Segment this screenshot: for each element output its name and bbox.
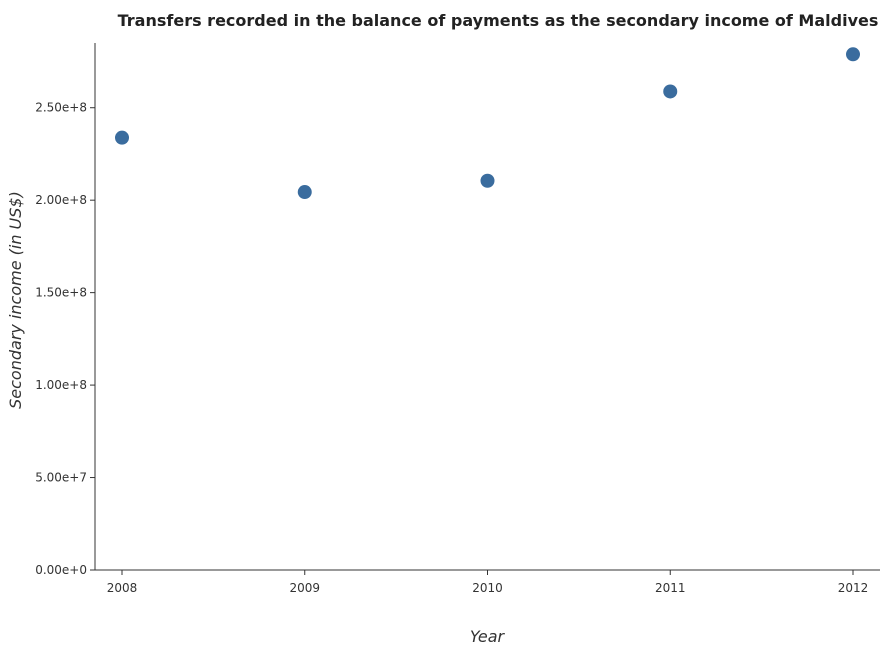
y-tick-label: 1.50e+8 — [35, 286, 87, 300]
data-point — [115, 130, 129, 145]
data-points — [115, 47, 860, 200]
chart-title: Transfers recorded in the balance of pay… — [118, 11, 879, 30]
y-tick-label: 0.00e+0 — [35, 563, 87, 577]
data-point — [846, 47, 860, 62]
x-tick-label: 2008 — [107, 581, 138, 595]
data-point — [297, 185, 312, 200]
data-point — [663, 84, 678, 99]
x-axis: 2008 2009 2010 2011 2012 — [95, 569, 880, 595]
y-axis-label: Secondary income (in US$) — [6, 191, 25, 409]
x-tick-label: 2012 — [838, 581, 869, 595]
x-tick-label: 2011 — [655, 581, 686, 595]
x-tick-label: 2010 — [472, 581, 503, 595]
data-point — [480, 173, 495, 188]
y-tick-label: 2.00e+8 — [35, 193, 87, 207]
y-tick-label: 2.50e+8 — [35, 101, 87, 115]
y-axis: 0.00e+0 5.00e+7 1.00e+8 1.50e+8 2.00e+8 2.50e… — [35, 43, 96, 577]
y-tick-label: 1.00e+8 — [35, 378, 87, 392]
x-tick-label: 2009 — [289, 581, 320, 595]
y-tick-label: 5.00e+7 — [35, 471, 87, 485]
x-axis-label: Year — [470, 627, 506, 646]
